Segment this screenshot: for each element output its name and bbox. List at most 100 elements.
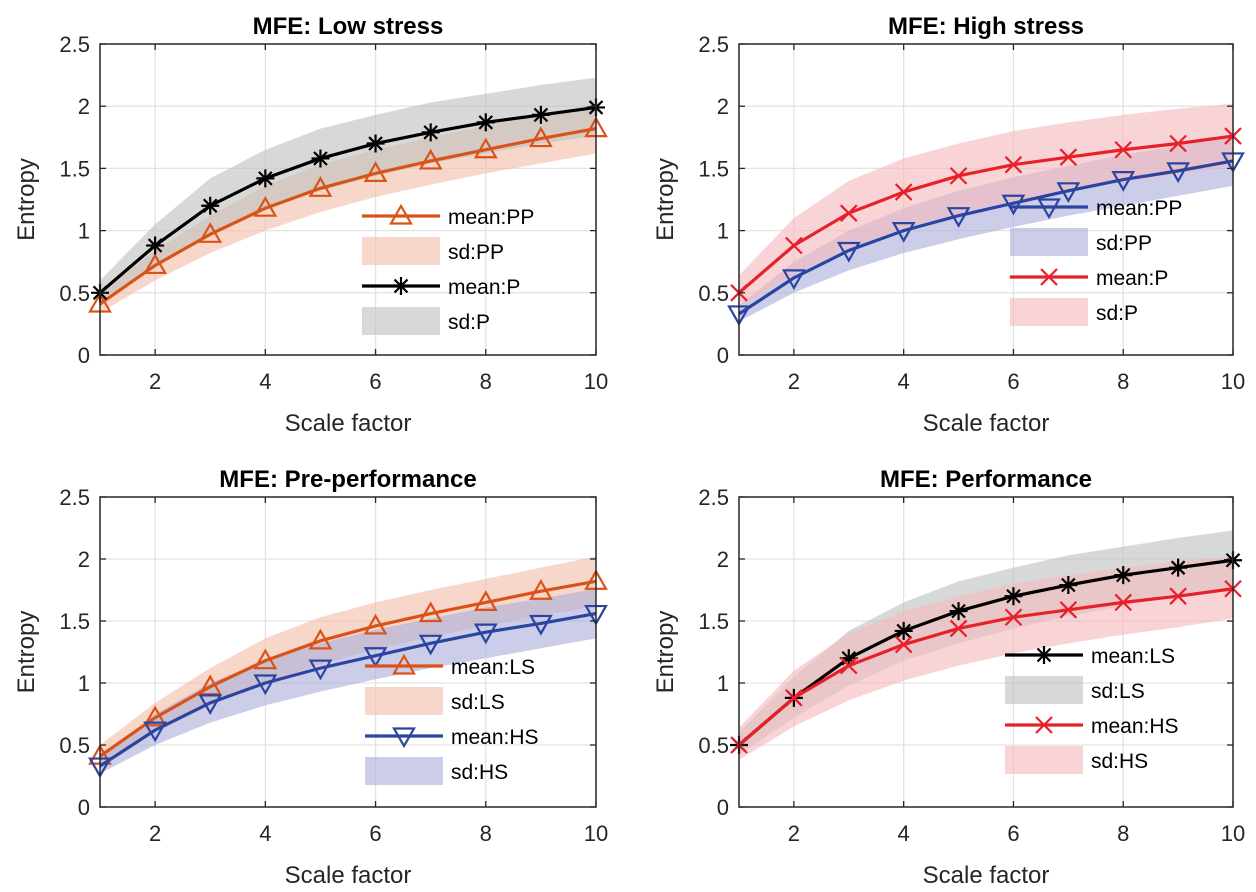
y-tick-label: 0.5 <box>698 733 729 758</box>
legend-marker <box>392 653 416 675</box>
x-axis-label: Scale factor <box>285 410 412 437</box>
data-point <box>1059 576 1078 595</box>
legend: mean:LS sd:LS mean:HS sd:HS <box>365 653 539 785</box>
x-tick-label: 2 <box>788 821 800 846</box>
chart-panel-2: 2 4 6 8 10 0 0.5 1 1.5 2 2.5 MFE: High stress Scale … <box>652 13 1245 437</box>
x-axis-label: Scale factor <box>923 862 1050 889</box>
sd-band-sd-p <box>100 77 596 303</box>
x-axis-label: Scale factor <box>923 410 1050 437</box>
data-point <box>473 137 498 159</box>
data-point <box>840 204 858 222</box>
x-tick-label: 6 <box>369 369 381 394</box>
data-point <box>1169 587 1187 605</box>
data-point <box>528 126 553 148</box>
legend-label: mean:HS <box>1091 715 1179 738</box>
legend-swatch <box>1010 228 1088 256</box>
y-tick-label: 2 <box>717 547 729 572</box>
mean-line <box>738 159 1234 316</box>
y-tick-label: 2.5 <box>59 485 90 510</box>
data-point <box>949 167 968 185</box>
y-tick-label: 1.5 <box>59 609 90 634</box>
series-mean-hs <box>88 604 608 779</box>
x-tick-label: 4 <box>898 821 910 846</box>
data-point <box>143 253 168 275</box>
legend-item: mean:PP <box>1010 197 1182 220</box>
data-point <box>785 689 803 707</box>
legend-marker <box>1037 198 1061 220</box>
data-point <box>198 694 223 716</box>
data-point <box>418 601 443 623</box>
chart-panel-3: 2 4 6 8 10 0 0.5 1 1.5 2 2.5 MFE: Pre-performance Sc… <box>13 466 608 889</box>
data-point <box>253 648 278 670</box>
legend-item: mean:P <box>362 276 520 299</box>
data-point <box>143 721 168 743</box>
data-point <box>781 269 806 291</box>
x-tick-label: 6 <box>1007 369 1019 394</box>
y-tick-label: 2.5 <box>698 32 729 57</box>
legend-item: sd:LS <box>1005 676 1145 704</box>
mean-line <box>98 105 597 295</box>
chart-title: MFE: Pre-performance <box>219 466 476 493</box>
data-point <box>528 614 553 636</box>
legend-item: sd:P <box>1010 298 1138 326</box>
x-tick-label: 6 <box>369 821 381 846</box>
axes-box <box>738 43 1234 356</box>
data-point <box>531 105 550 124</box>
legend-item: mean:HS <box>1005 715 1179 738</box>
chart-title: MFE: Performance <box>880 466 1092 493</box>
legend-item: sd:LS <box>365 687 505 715</box>
y-tick-label: 1 <box>78 219 90 244</box>
data-point <box>1004 587 1023 606</box>
legend-item: mean:P <box>1010 267 1168 290</box>
legend-marker <box>1040 268 1058 286</box>
y-tick-label: 1.5 <box>59 156 90 181</box>
legend-marker <box>392 277 410 295</box>
data-point <box>1059 601 1078 619</box>
data-point <box>1114 140 1132 159</box>
x-tick-label: 8 <box>480 369 492 394</box>
legend-item: mean:PP <box>362 203 534 229</box>
sd-band-sd-p <box>739 103 1233 308</box>
data-point <box>256 169 275 188</box>
y-tick-label: 0.5 <box>59 733 90 758</box>
legend-item: sd:HS <box>1005 746 1148 774</box>
y-tick-label: 0.5 <box>698 281 729 306</box>
y-axis-label: Entropy <box>13 611 40 694</box>
x-tick-label: 2 <box>788 369 800 394</box>
x-tick-label: 4 <box>259 821 271 846</box>
legend-label: sd:P <box>448 311 490 334</box>
y-axis-label: Entropy <box>652 611 679 694</box>
legend-label: sd:PP <box>448 241 504 264</box>
data-point <box>473 590 498 612</box>
data-point <box>201 196 220 215</box>
data-point <box>891 222 916 243</box>
x-axis-label: Scale factor <box>285 862 412 889</box>
legend-label: mean:PP <box>1096 197 1182 220</box>
data-point <box>418 634 443 656</box>
legend-item: mean:HS <box>365 726 539 749</box>
legend-swatch <box>362 307 440 335</box>
data-point <box>143 705 168 727</box>
legend-label: mean:P <box>448 276 520 299</box>
y-tick-label: 1.5 <box>698 156 729 181</box>
legend-label: sd:HS <box>1091 750 1148 773</box>
data-point <box>363 613 388 635</box>
y-tick-label: 0 <box>717 343 729 368</box>
data-point <box>308 176 333 197</box>
chart-panel-4: 2 4 6 8 10 0 0.5 1 1.5 2 2.5 MFE: Performance Scale … <box>652 466 1245 889</box>
x-tick-label: 8 <box>1117 369 1129 394</box>
y-tick-label: 2 <box>717 94 729 119</box>
data-point <box>949 602 968 621</box>
data-point <box>1004 155 1023 174</box>
chart-panel-1: 2 4 6 8 10 0 0.5 1 1.5 2 2.5 MFE: Low stress Scale f… <box>13 13 608 437</box>
y-tick-label: 2 <box>78 547 90 572</box>
data-point <box>476 113 495 132</box>
data-point <box>840 656 858 675</box>
data-point <box>1169 558 1188 577</box>
legend-marker <box>392 727 416 749</box>
data-point <box>894 621 913 640</box>
data-point <box>1111 170 1136 192</box>
data-point <box>528 579 553 600</box>
x-tick-label: 6 <box>1007 821 1019 846</box>
